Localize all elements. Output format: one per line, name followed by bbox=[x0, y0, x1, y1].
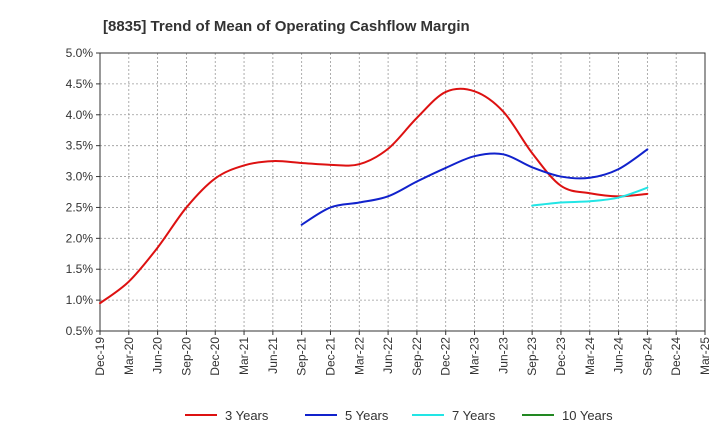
x-tick-label: Dec-23 bbox=[554, 337, 568, 376]
y-tick-label: 5.0% bbox=[66, 46, 94, 60]
y-tick-label: 3.5% bbox=[66, 139, 94, 153]
y-tick-label: 1.5% bbox=[66, 262, 94, 276]
x-tick-label: Dec-21 bbox=[323, 337, 337, 376]
y-tick-label: 1.0% bbox=[66, 293, 94, 307]
y-axis: 0.5% 1.0% 1.5% 2.0% 2.5% 3.0% 3.5% 4.0% 4.5% 5.0% bbox=[66, 46, 100, 338]
x-tick-label: Dec-24 bbox=[669, 337, 683, 376]
legend: 3 Years 5 Years 7 Years 10 Years bbox=[185, 408, 613, 423]
legend-label-5-years: 5 Years bbox=[345, 408, 389, 423]
x-tick-label: Mar-22 bbox=[352, 337, 366, 375]
x-tick-label: Sep-23 bbox=[525, 337, 539, 376]
x-tick-label: Jun-23 bbox=[496, 337, 510, 374]
plot-frame bbox=[99, 52, 706, 332]
x-tick-label: Sep-20 bbox=[179, 337, 193, 376]
x-tick-label: Dec-19 bbox=[93, 337, 107, 376]
x-tick-label: Mar-24 bbox=[583, 337, 597, 375]
y-tick-label: 3.0% bbox=[66, 170, 94, 184]
x-tick-label: Mar-20 bbox=[122, 337, 136, 375]
series-lines bbox=[99, 87, 649, 305]
chart-title: [8835] Trend of Mean of Operating Cashfl… bbox=[103, 18, 470, 35]
x-tick-label: Jun-21 bbox=[266, 337, 280, 374]
x-tick-label: Dec-20 bbox=[208, 337, 222, 376]
series-line-3-years bbox=[99, 87, 649, 305]
grid bbox=[100, 53, 705, 331]
y-tick-label: 4.5% bbox=[66, 77, 94, 91]
x-tick-label: Jun-22 bbox=[381, 337, 395, 374]
x-tick-label: Sep-22 bbox=[410, 337, 424, 376]
x-tick-label: Dec-22 bbox=[439, 337, 453, 376]
series-line-5-years bbox=[300, 148, 649, 226]
legend-label-10-years: 10 Years bbox=[562, 408, 613, 423]
x-tick-label: Mar-21 bbox=[237, 337, 251, 375]
x-axis: Dec-19 Mar-20 Jun-20 Sep-20 Dec-20 Mar-21 Jun-… bbox=[93, 331, 712, 376]
x-tick-label: Sep-21 bbox=[295, 337, 309, 376]
y-tick-label: 0.5% bbox=[66, 324, 94, 338]
y-tick-label: 2.5% bbox=[66, 200, 94, 214]
y-tick-label: 4.0% bbox=[66, 108, 94, 122]
x-tick-label: Mar-23 bbox=[468, 337, 482, 375]
y-tick-label: 2.0% bbox=[66, 231, 94, 245]
x-tick-label: Jun-24 bbox=[612, 337, 626, 374]
legend-label-3-years: 3 Years bbox=[225, 408, 269, 423]
x-tick-label: Mar-25 bbox=[698, 337, 712, 375]
legend-label-7-years: 7 Years bbox=[452, 408, 496, 423]
series-line-7-years bbox=[531, 186, 649, 207]
x-tick-label: Sep-24 bbox=[640, 337, 654, 376]
x-tick-label: Jun-20 bbox=[151, 337, 165, 374]
